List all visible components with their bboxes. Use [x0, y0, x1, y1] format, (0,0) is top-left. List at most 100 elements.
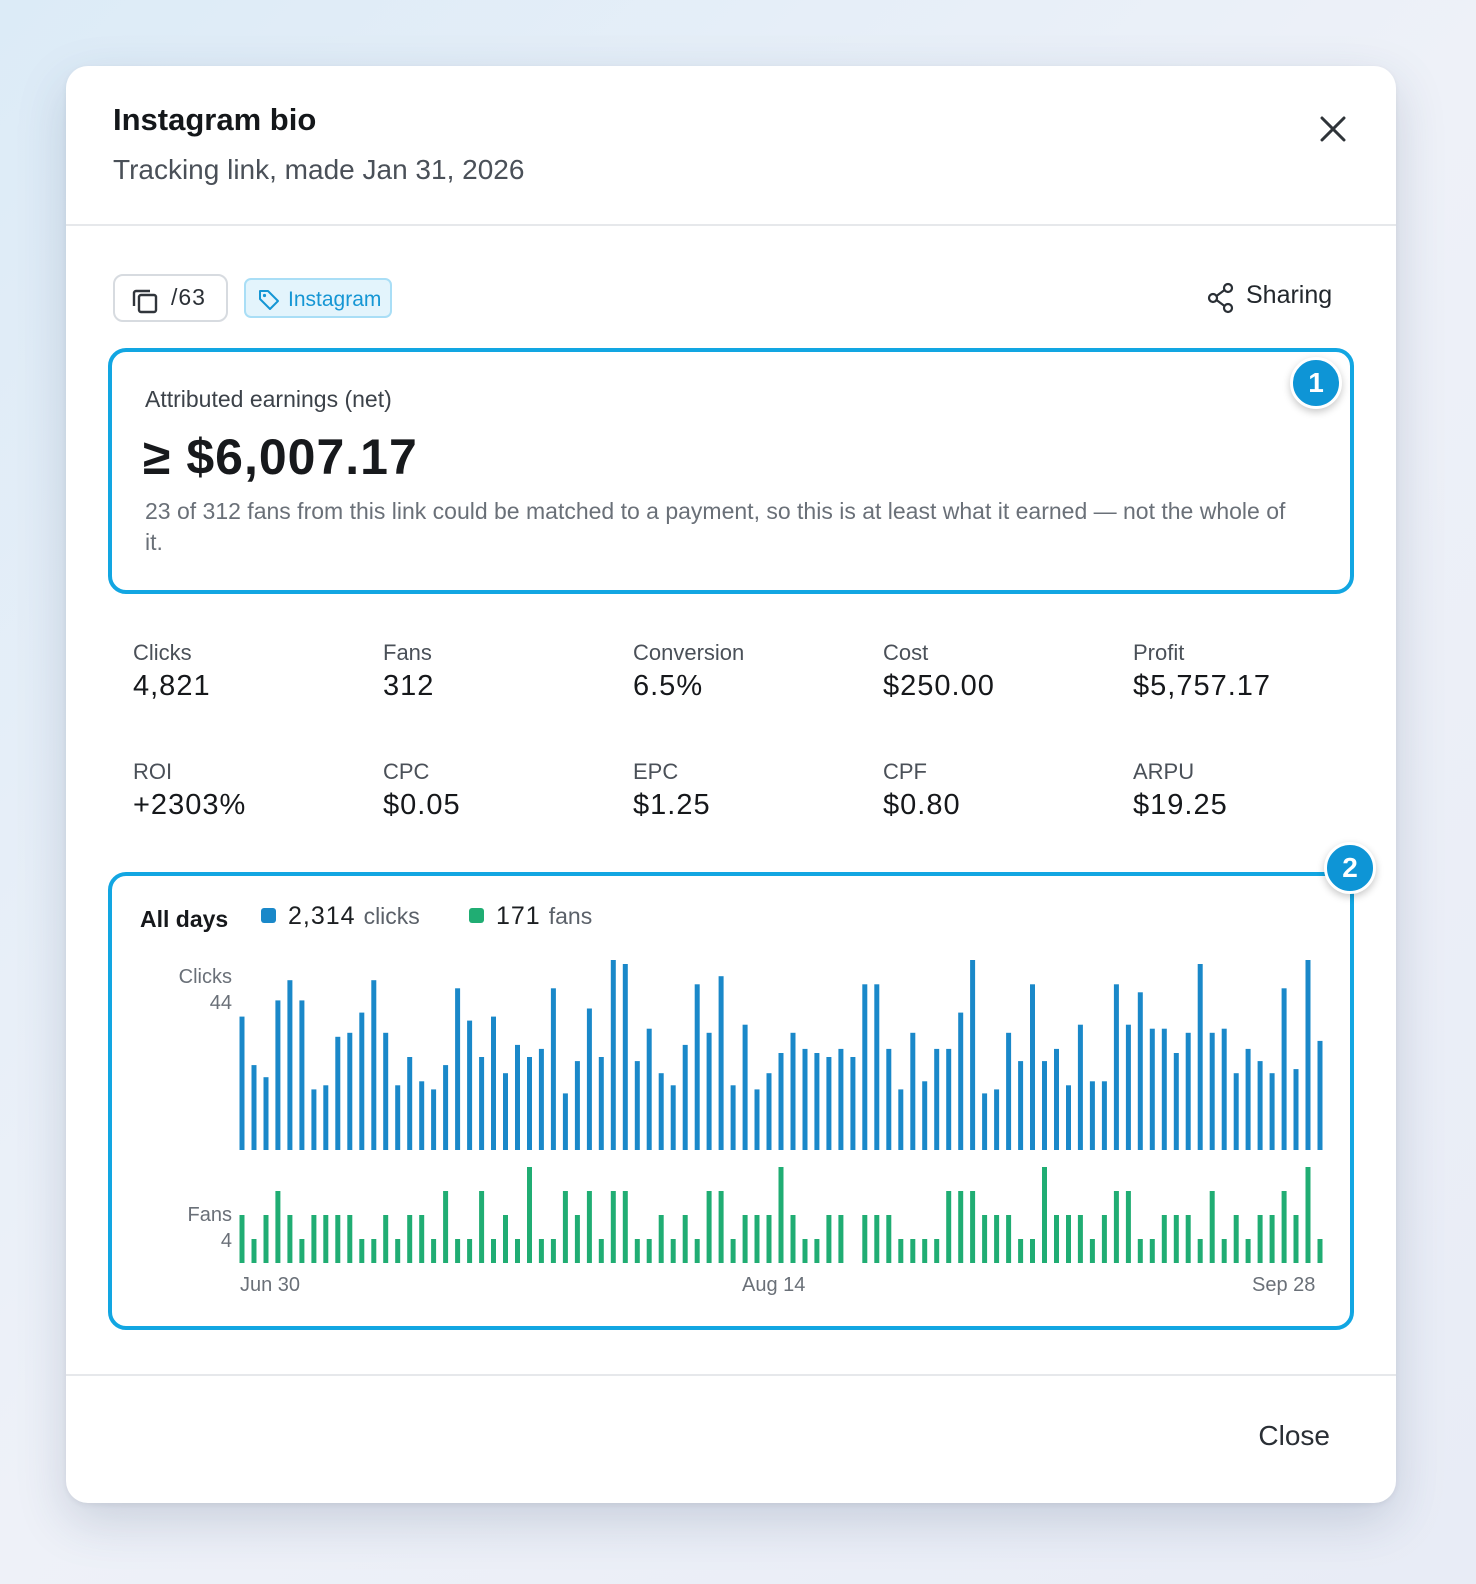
clicks-bar	[850, 1057, 856, 1150]
stat-cpf: CPF $0.80	[883, 759, 1123, 822]
clicks-bar	[311, 1089, 317, 1150]
stat-value: $250.00	[883, 670, 995, 702]
clicks-bar	[1185, 1032, 1191, 1150]
clicks-bar	[1042, 1061, 1047, 1150]
clicks-bar	[1233, 1073, 1239, 1150]
fans-bar	[586, 1191, 592, 1263]
fans-bar	[1089, 1239, 1095, 1263]
clicks-bar	[1101, 1081, 1107, 1150]
fans-bar	[407, 1215, 413, 1263]
fans-bar	[1042, 1167, 1047, 1263]
clicks-bar	[982, 1093, 988, 1150]
clicks-bar	[550, 988, 556, 1150]
date-mid-label: Aug 14	[742, 1274, 806, 1296]
fans-bar	[275, 1191, 281, 1263]
modal-footer: Close	[66, 1374, 1396, 1503]
fans-bar	[419, 1215, 425, 1263]
fans-bar	[1233, 1215, 1239, 1263]
clicks-bar	[359, 1012, 365, 1150]
clicks-bar	[263, 1077, 269, 1150]
close-icon[interactable]	[1316, 112, 1350, 146]
fans-bar	[371, 1239, 377, 1263]
clicks-swatch	[261, 908, 276, 923]
stat-arpu: ARPU $19.25	[1133, 759, 1373, 822]
stat-value: 4,821	[133, 670, 211, 702]
fans-swatch	[469, 908, 484, 923]
clicks-axis-max: 44	[209, 992, 232, 1014]
range-selector[interactable]: All days	[140, 906, 229, 932]
clicks-bar	[682, 1044, 688, 1150]
fans-bar	[718, 1191, 724, 1263]
clicks-bar	[538, 1048, 544, 1150]
sharing-button[interactable]: Sharing	[1206, 278, 1336, 318]
fans-axis-max: 4	[220, 1230, 232, 1252]
clicks-bar	[694, 984, 700, 1150]
fans-bar	[527, 1167, 532, 1263]
clicks-bar	[287, 980, 293, 1150]
tag-instagram[interactable]: Instagram	[244, 278, 392, 318]
fans-bar	[443, 1191, 449, 1263]
attributed-earnings-card: Attributed earnings (net) ≥ $6,007.17 23…	[108, 348, 1354, 594]
clicks-bar	[814, 1053, 820, 1150]
clicks-bar	[994, 1089, 1000, 1150]
clicks-bar	[862, 984, 868, 1150]
fans-bar	[562, 1191, 568, 1263]
tracking-link-modal: Instagram bio Tracking link, made Jan 31…	[66, 66, 1396, 1503]
fans-bar	[503, 1215, 508, 1263]
share-icon	[1207, 282, 1234, 314]
stat-value: +2303%	[133, 789, 247, 821]
copy-link-button[interactable]: /63	[113, 274, 228, 322]
fans-bar	[287, 1215, 293, 1263]
clicks-bar	[610, 960, 616, 1150]
fans-bar	[934, 1239, 940, 1263]
clicks-bar	[1161, 1028, 1167, 1150]
clicks-bar	[946, 1048, 952, 1150]
clicks-bar	[395, 1085, 401, 1150]
clicks-bar	[910, 1032, 916, 1150]
clicks-bar	[826, 1057, 832, 1150]
earnings-label: Attributed earnings (net)	[145, 386, 392, 412]
fans-bar	[1173, 1215, 1179, 1263]
daily-chart-card: All days 2,314 clicks 171 fans Clicks 44 F…	[108, 872, 1354, 1330]
fans-bar	[862, 1215, 868, 1263]
fans-bar	[814, 1239, 820, 1263]
fans-bar	[706, 1191, 712, 1263]
stat-epc: EPC $1.25	[633, 759, 873, 822]
clicks-bar	[898, 1089, 904, 1150]
stat-profit: Profit $5,757.17	[1133, 640, 1373, 703]
fans-bar	[1221, 1239, 1227, 1263]
clicks-bar	[347, 1032, 353, 1150]
clicks-bar	[335, 1036, 341, 1150]
clicks-bar	[1281, 988, 1287, 1150]
clicks-bar	[239, 1016, 245, 1150]
fans-bar	[239, 1215, 245, 1263]
stats-grid: Clicks 4,821 Fans 312 Conversion 6.5% Cost $…	[133, 640, 1333, 840]
fans-bar	[467, 1239, 473, 1263]
earnings-value: ≥ $6,007.17	[143, 429, 418, 485]
stat-label: EPC	[633, 759, 679, 784]
clicks-bar	[730, 1085, 736, 1150]
close-button[interactable]: Close	[1258, 1420, 1330, 1451]
clicks-bar	[970, 960, 976, 1150]
fans-bar	[359, 1239, 365, 1263]
clicks-bar	[443, 1065, 449, 1150]
legend-clicks-unit: clicks	[363, 903, 420, 929]
date-start-label: Jun 30	[240, 1274, 301, 1296]
fans-bar	[431, 1239, 437, 1263]
clicks-bar	[1054, 1048, 1059, 1150]
fans-bar	[790, 1215, 796, 1263]
stat-roi: ROI +2303%	[133, 759, 373, 822]
clicks-bar	[1245, 1048, 1251, 1150]
fans-bar	[1257, 1215, 1263, 1263]
clicks-axis-label: Clicks	[178, 966, 232, 988]
fans-bar	[898, 1239, 904, 1263]
clicks-bar	[562, 1093, 568, 1150]
stat-label: Fans	[383, 640, 432, 665]
fans-bar	[311, 1215, 317, 1263]
clicks-bar	[1173, 1053, 1179, 1150]
fans-bar	[1185, 1215, 1191, 1263]
clicks-bar	[1197, 964, 1203, 1150]
fans-bar	[778, 1167, 784, 1263]
fans-bar	[1245, 1239, 1251, 1263]
clicks-bar	[1006, 1032, 1012, 1150]
